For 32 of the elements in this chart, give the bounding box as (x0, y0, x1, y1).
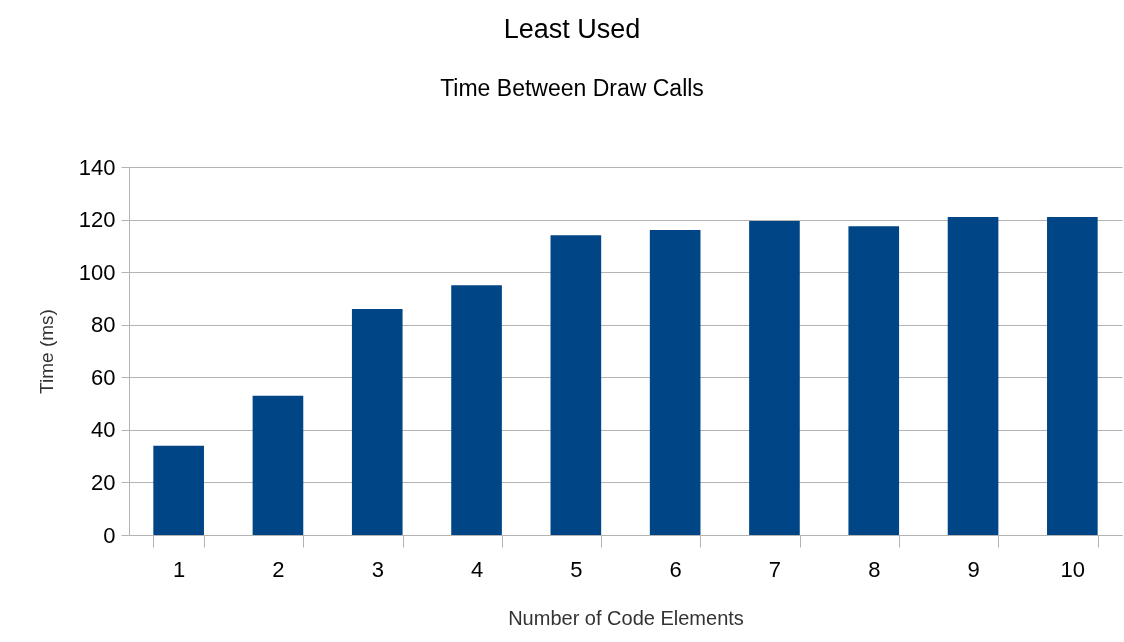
x-tick-label: 5 (570, 556, 583, 582)
x-tick-label: 7 (768, 556, 782, 582)
bar (252, 395, 304, 535)
y-tick-label: 60 (91, 364, 116, 390)
x-tick-label: 1 (173, 556, 186, 582)
x-tick-label: 8 (868, 556, 881, 582)
y-tick-label: 40 (91, 417, 116, 443)
bar (947, 216, 999, 535)
bar (649, 230, 701, 535)
y-axis-title: Time (ms) (35, 309, 57, 394)
y-tick-label: 80 (91, 312, 116, 338)
x-tick-label: 6 (669, 556, 682, 582)
x-tick-label: 2 (272, 556, 285, 582)
y-tick-label: 120 (78, 207, 116, 233)
bar (351, 308, 403, 535)
bar (848, 226, 900, 535)
bar (1047, 216, 1098, 535)
bar (550, 235, 602, 535)
y-tick-label: 140 (78, 154, 116, 180)
chart-title: Least Used (503, 14, 641, 44)
y-tick-label: 20 (91, 469, 116, 495)
x-tick-label: 10 (1060, 556, 1086, 582)
y-tick-label: 0 (103, 522, 116, 548)
x-tick-label: 4 (470, 556, 484, 582)
y-tick-label: 100 (78, 259, 116, 285)
x-tick-label: 9 (967, 556, 980, 582)
bar (153, 445, 204, 535)
bar (451, 285, 502, 535)
x-axis-title: Number of Code Elements (508, 606, 744, 629)
bar (749, 220, 800, 535)
x-tick-label: 3 (371, 556, 384, 582)
chart-subtitle: Time Between Draw Calls (440, 75, 704, 101)
